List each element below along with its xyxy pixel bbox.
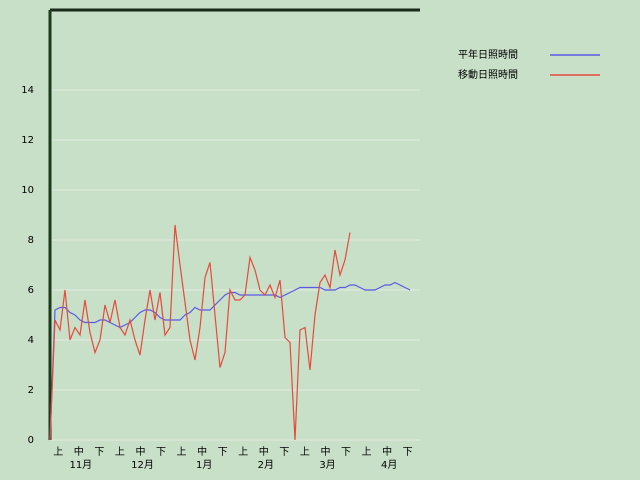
y-tick-label: 2 bbox=[28, 385, 34, 396]
legend-label: 移動日照時間 bbox=[458, 68, 518, 81]
month-label: 3月 bbox=[319, 459, 335, 471]
series-line bbox=[49, 224, 351, 441]
x-tick-label: 下 bbox=[341, 447, 351, 458]
month-label: 2月 bbox=[258, 459, 274, 471]
x-tick-label: 上 bbox=[177, 446, 187, 458]
x-tick-label: 上 bbox=[300, 446, 310, 458]
x-tick-label: 中 bbox=[382, 445, 392, 458]
y-tick-label: 14 bbox=[21, 85, 34, 96]
x-tick-label: 下 bbox=[403, 447, 413, 458]
legend-label: 平年日照時間 bbox=[458, 48, 518, 61]
x-tick-label: 中 bbox=[320, 445, 330, 458]
series-line bbox=[49, 281, 411, 441]
x-tick-label: 上 bbox=[53, 446, 63, 458]
x-tick-label: 上 bbox=[362, 446, 372, 458]
y-tick-label: 12 bbox=[21, 135, 34, 146]
x-tick-label: 中 bbox=[197, 445, 207, 458]
x-tick-label: 上 bbox=[238, 446, 248, 458]
x-tick-label: 下 bbox=[279, 447, 289, 458]
month-label: 12月 bbox=[131, 459, 154, 471]
y-tick-label: 4 bbox=[28, 335, 34, 346]
x-tick-label: 下 bbox=[218, 447, 228, 458]
y-tick-label: 0 bbox=[28, 435, 34, 446]
x-tick-label: 中 bbox=[74, 445, 84, 458]
month-label: 4月 bbox=[381, 459, 397, 471]
x-tick-label: 中 bbox=[259, 445, 269, 458]
y-tick-label: 10 bbox=[21, 185, 34, 196]
month-label: 11月 bbox=[69, 459, 92, 471]
y-tick-label: 8 bbox=[28, 235, 34, 246]
x-tick-label: 下 bbox=[94, 447, 104, 458]
x-tick-label: 上 bbox=[115, 446, 125, 458]
x-tick-label: 下 bbox=[156, 447, 166, 458]
y-tick-label: 6 bbox=[28, 285, 34, 296]
month-label: 1月 bbox=[196, 459, 212, 471]
x-tick-label: 中 bbox=[135, 445, 145, 458]
